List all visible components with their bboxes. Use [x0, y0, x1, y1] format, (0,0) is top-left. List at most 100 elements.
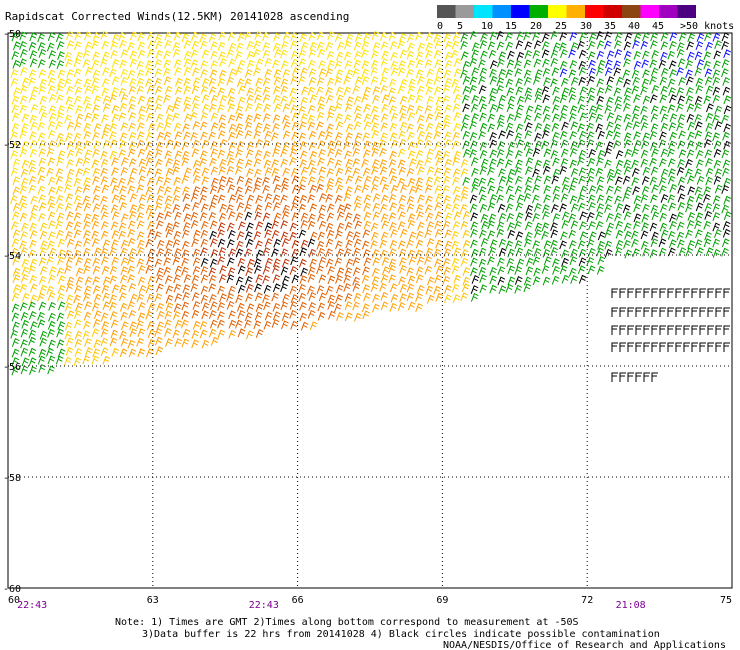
wind-barb	[623, 222, 632, 232]
wind-barb	[676, 122, 684, 132]
wind-barb	[722, 131, 730, 141]
wind-barb	[199, 212, 208, 221]
wind-barb	[604, 229, 612, 239]
wind-barb	[66, 159, 74, 168]
wind-barb	[362, 249, 371, 258]
wind-barb	[235, 319, 243, 329]
wind-barb	[578, 149, 587, 159]
wind-barb	[415, 274, 424, 284]
wind-barb	[318, 292, 327, 302]
wind-barb	[101, 321, 110, 330]
wind-barb	[515, 78, 524, 87]
wind-barb	[235, 212, 244, 222]
wind-barb	[675, 288, 682, 298]
legend-label: 30	[580, 21, 592, 32]
wind-barb	[371, 114, 380, 124]
wind-barb	[164, 248, 173, 257]
wind-barb	[624, 230, 632, 240]
wind-barb	[211, 177, 219, 187]
wind-barb	[686, 220, 695, 229]
wind-barb	[262, 77, 271, 87]
wind-barb	[615, 150, 624, 159]
wind-barb	[407, 275, 416, 285]
wind-barb	[111, 76, 120, 85]
wind-barb	[660, 85, 669, 95]
wind-barb	[344, 267, 353, 277]
wind-barb	[199, 158, 207, 167]
wind-barb	[587, 265, 596, 275]
wind-barb	[210, 94, 219, 104]
wind-barb	[272, 194, 281, 204]
wind-barb	[209, 230, 218, 240]
wind-barb	[183, 50, 192, 60]
wind-barb	[118, 177, 126, 187]
wind-barb	[622, 69, 631, 79]
wind-barb	[694, 168, 703, 178]
wind-barb	[631, 238, 639, 248]
wind-barb	[452, 186, 461, 195]
wind-barb	[551, 122, 560, 132]
wind-barb	[190, 59, 199, 69]
wind-barb	[632, 248, 640, 258]
wind-barb	[56, 339, 65, 349]
wind-barb	[282, 121, 291, 131]
wind-barb	[236, 194, 244, 203]
wind-barb	[649, 59, 658, 69]
wind-barb	[478, 131, 486, 140]
wind-barb	[38, 105, 47, 114]
wind-barb	[577, 240, 586, 250]
wind-barb	[272, 123, 280, 132]
wind-barb	[129, 167, 138, 177]
wind-barb	[93, 247, 102, 257]
wind-barb	[496, 30, 505, 40]
wind-barb	[362, 167, 371, 177]
wind-barb	[326, 123, 334, 133]
wind-barb	[685, 159, 693, 168]
wind-barb	[372, 293, 380, 303]
wind-barb	[578, 248, 587, 258]
wind-barb	[208, 86, 217, 96]
wind-barb	[649, 94, 658, 104]
wind-barb	[217, 302, 225, 311]
wind-barb	[443, 195, 451, 205]
wind-barb	[155, 346, 164, 356]
wind-barb	[604, 159, 612, 169]
wind-barb	[552, 113, 560, 123]
wind-barb	[353, 238, 362, 248]
wind-barb	[282, 103, 291, 113]
wind-barb	[138, 194, 147, 203]
wind-barb	[82, 59, 91, 68]
wind-barb	[237, 257, 246, 267]
wind-barb	[110, 319, 119, 329]
wind-barb	[181, 257, 189, 267]
wind-barb	[588, 67, 597, 77]
wind-barb	[307, 309, 316, 319]
wind-barb	[570, 275, 578, 284]
wind-barb	[262, 265, 271, 275]
wind-barb	[416, 123, 425, 133]
wind-barb	[191, 238, 199, 248]
wind-barb	[119, 201, 128, 211]
wind-barb	[524, 50, 533, 59]
wind-barb	[264, 68, 273, 78]
legend-label: 0	[437, 21, 443, 32]
wind-barb	[399, 121, 408, 131]
wind-barb	[28, 41, 37, 51]
wind-barb	[280, 95, 289, 105]
wind-barb	[119, 284, 127, 294]
wind-barb	[460, 168, 469, 177]
wind-barb	[380, 31, 388, 41]
wind-barb	[83, 265, 91, 275]
wind-barb	[406, 167, 415, 177]
wind-barb	[245, 177, 253, 187]
wind-barb	[415, 59, 424, 68]
wind-barb	[291, 67, 300, 76]
wind-barb	[489, 149, 498, 159]
wind-barb	[372, 193, 381, 203]
wind-barb	[318, 166, 327, 176]
wind-barb	[542, 94, 551, 104]
wind-barb	[614, 247, 623, 256]
wind-barb	[102, 301, 111, 311]
wind-barb	[307, 159, 316, 169]
wind-barb	[289, 222, 298, 232]
